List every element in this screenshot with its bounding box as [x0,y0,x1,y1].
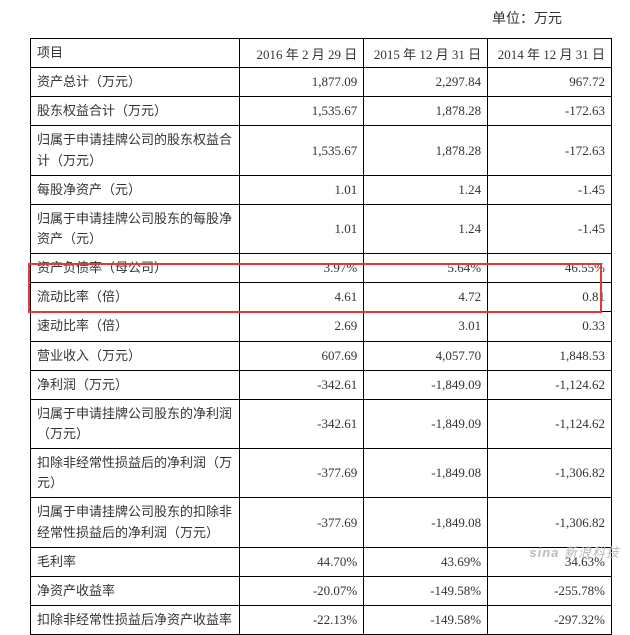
row-value: -1,306.82 [488,498,612,547]
row-value: 3.01 [364,312,488,341]
col-header-label: 项目 [31,39,240,68]
table-row: 营业收入（万元）607.694,057.701,848.53 [31,341,612,370]
row-label: 营业收入（万元） [31,341,240,370]
table-row: 毛利率44.70%43.69%34.63% [31,547,612,576]
row-value: -1,849.08 [364,498,488,547]
row-value: 4.72 [364,283,488,312]
row-value: -377.69 [240,498,364,547]
row-value: 0.81 [488,283,612,312]
row-value: 967.72 [488,68,612,97]
row-value: -172.63 [488,126,612,175]
row-value: 1,535.67 [240,126,364,175]
row-value: -255.78% [488,576,612,605]
row-value: 1.24 [364,175,488,204]
table-row: 扣除非经常性损益后的净利润（万元）-377.69-1,849.08-1,306.… [31,449,612,498]
table-row: 扣除非经常性损益后净资产收益率-22.13%-149.58%-297.32% [31,605,612,634]
row-value: 44.70% [240,547,364,576]
row-value: 1.01 [240,204,364,253]
row-value: 607.69 [240,341,364,370]
row-value: 1.24 [364,204,488,253]
row-label: 归属于申请挂牌公司股东的扣除非经常性损益后的净利润（万元） [31,498,240,547]
row-value: 1,535.67 [240,97,364,126]
table-row: 归属于申请挂牌公司股东的每股净资产（元）1.011.24-1.45 [31,204,612,253]
row-value: 1,878.28 [364,97,488,126]
row-value: -1,849.09 [364,370,488,399]
row-value: -149.58% [364,576,488,605]
col-header-3: 2014 年 12 月 31 日 [488,39,612,68]
row-label: 净利润（万元） [31,370,240,399]
row-value: 46.55% [488,254,612,283]
row-value: -1.45 [488,175,612,204]
watermark-text: 新浪科技 [559,545,620,560]
row-value: 1,848.53 [488,341,612,370]
row-value: -22.13% [240,605,364,634]
row-value: -149.58% [364,605,488,634]
financial-table: 项目 2016 年 2 月 29 日 2015 年 12 月 31 日 2014… [30,38,612,635]
row-label: 股东权益合计（万元） [31,97,240,126]
row-value: -342.61 [240,399,364,448]
row-value: -1,849.08 [364,449,488,498]
row-label: 毛利率 [31,547,240,576]
row-value: -1,124.62 [488,399,612,448]
table-row: 资产负债率（母公司）3.97%5.64%46.55% [31,254,612,283]
row-value: -297.32% [488,605,612,634]
table-row: 股东权益合计（万元）1,535.671,878.28-172.63 [31,97,612,126]
row-label: 扣除非经常性损益后的净利润（万元） [31,449,240,498]
row-label: 速动比率（倍） [31,312,240,341]
row-value: 4,057.70 [364,341,488,370]
table-row: 归属于申请挂牌公司的股东权益合计（万元）1,535.671,878.28-172… [31,126,612,175]
row-value: -377.69 [240,449,364,498]
table-row: 资产总计（万元）1,877.092,297.84967.72 [31,68,612,97]
row-value: -1,849.09 [364,399,488,448]
row-value: -1.45 [488,204,612,253]
row-label: 资产总计（万元） [31,68,240,97]
row-label: 归属于申请挂牌公司的股东权益合计（万元） [31,126,240,175]
table-row: 归属于申请挂牌公司股东的净利润（万元）-342.61-1,849.09-1,12… [31,399,612,448]
row-value: 5.64% [364,254,488,283]
col-header-2: 2015 年 12 月 31 日 [364,39,488,68]
table-row: 流动比率（倍）4.614.720.81 [31,283,612,312]
row-value: -342.61 [240,370,364,399]
table-header-row: 项目 2016 年 2 月 29 日 2015 年 12 月 31 日 2014… [31,39,612,68]
unit-label: 单位：万元 [30,8,612,38]
col-header-1: 2016 年 2 月 29 日 [240,39,364,68]
row-label: 扣除非经常性损益后净资产收益率 [31,605,240,634]
row-label: 流动比率（倍） [31,283,240,312]
row-label: 净资产收益率 [31,576,240,605]
row-label: 归属于申请挂牌公司股东的每股净资产（元） [31,204,240,253]
row-label: 每股净资产（元） [31,175,240,204]
row-label: 归属于申请挂牌公司股东的净利润（万元） [31,399,240,448]
row-value: 2,297.84 [364,68,488,97]
row-value: -1,124.62 [488,370,612,399]
row-value: 4.61 [240,283,364,312]
row-value: 1,877.09 [240,68,364,97]
row-value: 0.33 [488,312,612,341]
row-value: 1,878.28 [364,126,488,175]
row-value: 3.97% [240,254,364,283]
table-row: 速动比率（倍）2.693.010.33 [31,312,612,341]
row-value: -1,306.82 [488,449,612,498]
row-value: -172.63 [488,97,612,126]
row-label: 资产负债率（母公司） [31,254,240,283]
watermark: sina 新浪科技 [529,542,620,561]
row-value: 2.69 [240,312,364,341]
table-row: 每股净资产（元）1.011.24-1.45 [31,175,612,204]
row-value: -20.07% [240,576,364,605]
table-row: 净利润（万元）-342.61-1,849.09-1,124.62 [31,370,612,399]
row-value: 1.01 [240,175,364,204]
table-row: 归属于申请挂牌公司股东的扣除非经常性损益后的净利润（万元）-377.69-1,8… [31,498,612,547]
table-row: 净资产收益率-20.07%-149.58%-255.78% [31,576,612,605]
row-value: 43.69% [364,547,488,576]
